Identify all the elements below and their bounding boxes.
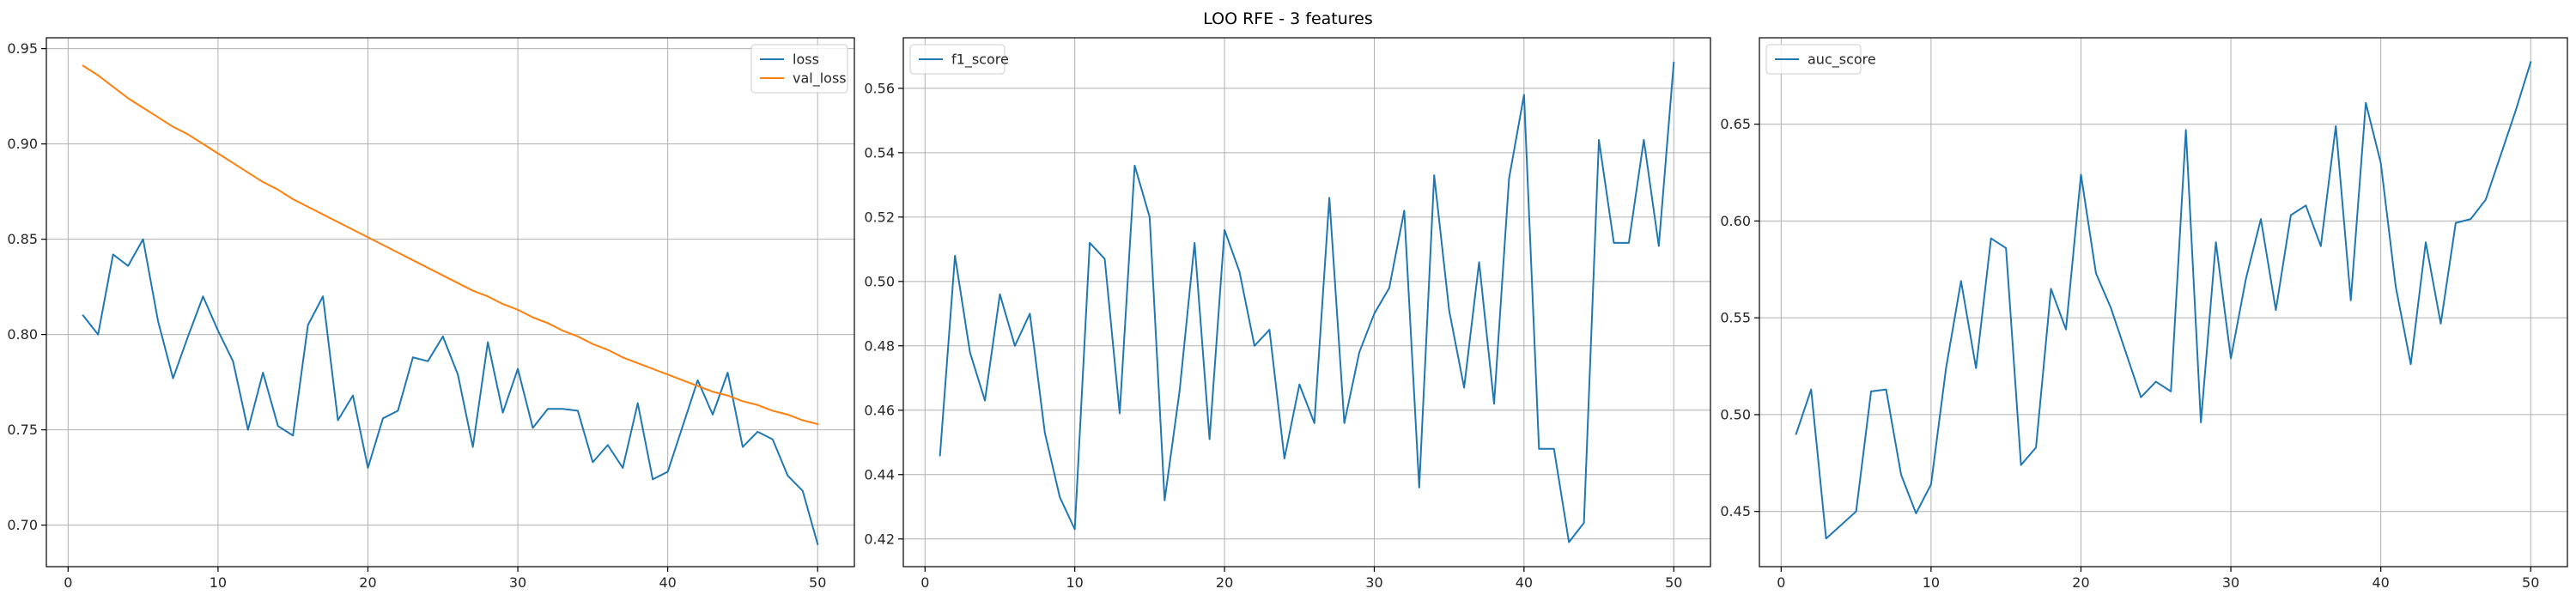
- x-tick-label: 50: [2522, 574, 2539, 591]
- legend-label-f1-score: f1_score: [951, 52, 1009, 69]
- subplot-1: 0 10 20 30 40 50 0.70 0.75 0.80 0.85 0.90 0.95 loss v…: [7, 37, 855, 591]
- y-tick-label: 0.56: [864, 80, 895, 96]
- y-tick-label: 0.44: [864, 466, 895, 483]
- series-line-f1-score: [939, 61, 1675, 543]
- y-tick-label: 0.95: [7, 40, 38, 57]
- x-tick-label: 30: [509, 574, 526, 591]
- legend-label-auc-score: auc_score: [1807, 52, 1876, 69]
- series-line-loss: [82, 238, 819, 546]
- x-tick-label: 20: [2072, 574, 2089, 591]
- x-tick-label: 30: [2222, 574, 2239, 591]
- x-tick-label: 10: [1923, 574, 1940, 591]
- axes-frame: [46, 37, 855, 568]
- grid: [46, 38, 854, 567]
- y-tick-label: 0.42: [864, 531, 895, 547]
- x-tick-label: 40: [659, 574, 676, 591]
- x-tick-label: 50: [809, 574, 826, 591]
- y-tick-label: 0.80: [7, 326, 38, 343]
- y-tick-label: 0.85: [7, 231, 38, 247]
- legend: loss val_loss: [750, 44, 848, 94]
- legend-label-val-loss: val_loss: [793, 70, 847, 88]
- y-tick-label: 0.48: [864, 337, 895, 354]
- subplot-3: 0 10 20 30 40 50 0.45 0.50 0.55 0.60 0.65 auc_score: [1720, 37, 2568, 591]
- y-tick-label: 0.46: [864, 402, 895, 418]
- legend-box: [750, 44, 848, 94]
- x-tick-label: 0: [64, 574, 72, 591]
- x-tick-label: 10: [210, 574, 227, 591]
- y-tick-label: 0.54: [864, 144, 895, 161]
- y-tick-label: 0.70: [7, 517, 38, 533]
- x-tick-label: 40: [2372, 574, 2389, 591]
- x-tick-label: 20: [1216, 574, 1233, 591]
- subplot-2: 0 10 20 30 40 50 0.42 0.44 0.46 0.48 0.50 0.52 0.54 0…: [864, 37, 1711, 591]
- legend-box: [1765, 44, 1862, 75]
- figure-title: LOO RFE - 3 features: [1203, 9, 1373, 28]
- legend-box: [909, 44, 1005, 75]
- x-tick-label: 0: [1777, 574, 1785, 591]
- legend-label-loss: loss: [793, 52, 819, 68]
- grid: [1759, 38, 2567, 567]
- axes-frame: [902, 37, 1711, 568]
- legend: auc_score: [1765, 44, 1876, 75]
- y-tick-label: 0.75: [7, 422, 38, 438]
- series-line-val-loss: [82, 64, 819, 426]
- y-tick-label: 0.55: [1720, 310, 1751, 326]
- y-tick-label: 0.45: [1720, 503, 1751, 519]
- y-tick-label: 0.60: [1720, 213, 1751, 229]
- axes-frame: [1759, 37, 2568, 568]
- y-tick-label: 0.65: [1720, 116, 1751, 132]
- x-tick-label: 0: [920, 574, 929, 591]
- x-tick-label: 10: [1066, 574, 1084, 591]
- x-tick-label: 50: [1665, 574, 1682, 591]
- x-tick-label: 30: [1365, 574, 1382, 591]
- y-tick-label: 0.52: [864, 209, 895, 225]
- y-tick-label: 0.50: [864, 273, 895, 289]
- y-tick-label: 0.90: [7, 136, 38, 152]
- series-line-auc-score: [1795, 61, 2532, 540]
- subplots: 0 10 20 30 40 50 0.70 0.75 0.80 0.85 0.90 0.95 loss v…: [7, 37, 2568, 591]
- y-tick-label: 0.50: [1720, 406, 1751, 422]
- x-tick-label: 20: [359, 574, 376, 591]
- x-tick-label: 40: [1516, 574, 1533, 591]
- grid: [903, 38, 1710, 567]
- legend: f1_score: [909, 44, 1009, 75]
